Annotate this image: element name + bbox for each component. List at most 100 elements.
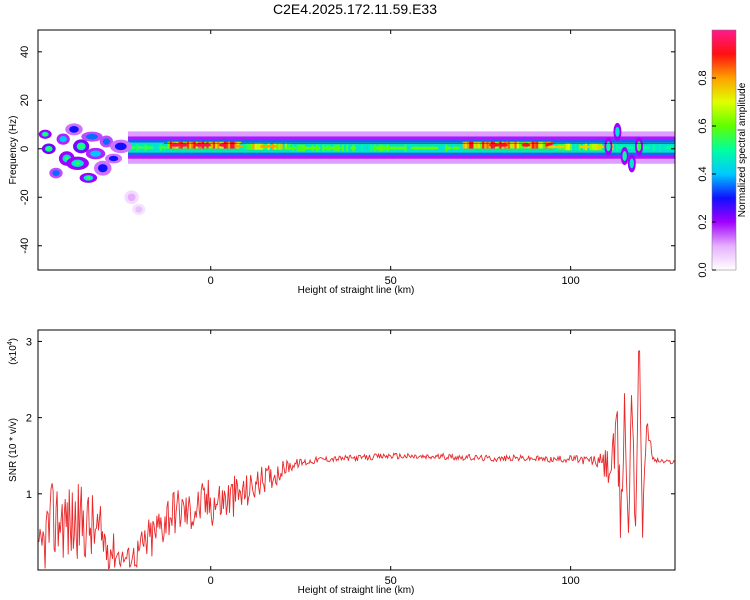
band-cell	[217, 141, 220, 149]
spectral-blob	[69, 126, 79, 133]
band-peak	[410, 146, 423, 150]
spike-core	[606, 141, 611, 152]
y-tick-label: 20	[19, 94, 31, 106]
band-cell	[215, 141, 218, 149]
spectral-blob-core	[79, 144, 84, 148]
snr-y-label: SNR (10 * v/v)	[8, 418, 19, 482]
band-cell	[508, 141, 511, 149]
spectral-blob	[135, 206, 143, 213]
spectrogram-frame	[37, 29, 676, 271]
spectral-blob-core	[43, 132, 48, 136]
y-tick-label: -20	[19, 189, 31, 205]
band-cell	[462, 141, 466, 149]
band-cell	[589, 143, 592, 151]
band-cell	[464, 141, 468, 149]
band-cell	[565, 143, 569, 151]
band-peak	[140, 145, 155, 150]
band-cell	[512, 141, 515, 149]
band-cell	[408, 144, 412, 152]
band-peak	[283, 146, 297, 150]
band-peak	[306, 146, 321, 150]
spike-core	[629, 158, 635, 169]
band-cell	[369, 144, 373, 152]
y-tick-label: 3	[26, 336, 32, 348]
band-cell	[361, 144, 364, 152]
x-tick-label: 100	[561, 275, 579, 287]
y-tick-label: 40	[19, 46, 31, 58]
band-peak	[350, 146, 357, 150]
band-cell	[529, 141, 533, 149]
band-cell	[438, 144, 442, 152]
snr-series-line	[38, 350, 675, 570]
y-tick-label: 1	[26, 489, 32, 501]
snr-frame	[37, 329, 676, 571]
band-cell	[613, 144, 617, 151]
band-cell	[473, 141, 476, 149]
band-peak	[625, 145, 634, 150]
colorbar-tick-label: 0.0	[697, 262, 709, 277]
band-cell	[252, 142, 255, 150]
band-cell	[469, 141, 472, 149]
band-cell	[484, 141, 487, 149]
band-cell	[322, 144, 325, 152]
colorbar: 0.0 0.2 0.4 0.6 0.8 Normalized spectral ampl…	[697, 29, 748, 278]
spectrogram-x-ticks: 0 50 100	[208, 30, 580, 287]
colorbar-gradient	[712, 30, 736, 270]
band-cell	[576, 143, 579, 151]
spectrogram-y-label: Frequency (Hz)	[8, 116, 19, 185]
band-cell	[167, 141, 171, 149]
band-cell	[471, 141, 474, 149]
spectral-blob	[97, 164, 108, 173]
band-peak	[425, 146, 440, 150]
band-cell	[654, 144, 658, 151]
band-cell	[475, 141, 479, 149]
spectral-blob	[102, 138, 111, 145]
band-peak	[265, 144, 278, 148]
band-cell	[466, 141, 470, 149]
band-cell	[232, 141, 235, 149]
band-cell	[365, 144, 368, 152]
band-cell	[346, 144, 349, 152]
spectral-blob	[59, 135, 67, 143]
spectral-blob-core	[86, 176, 91, 180]
band-cell	[538, 141, 541, 149]
band-cell	[486, 141, 489, 149]
band-peak	[452, 146, 461, 150]
band-cell	[243, 142, 247, 150]
band-cell	[225, 141, 229, 149]
band-cell	[348, 144, 351, 152]
spike-core	[615, 126, 620, 137]
colorbar-label: Normalized spectral amplitude	[737, 82, 748, 217]
band-peak	[578, 145, 590, 149]
spectral-blob	[114, 142, 127, 151]
band-cell	[212, 141, 216, 149]
band-cell	[278, 142, 281, 150]
band-cell	[663, 144, 666, 151]
x-tick-label: 0	[208, 575, 214, 587]
band-cell	[574, 143, 577, 151]
band-cell	[572, 143, 575, 151]
spectral-blob	[108, 155, 119, 162]
band-cell	[650, 144, 653, 151]
band-cell	[256, 142, 260, 150]
band-cell	[514, 141, 517, 149]
band-cell	[661, 144, 664, 151]
snr-x-label: Height of straight line (km)	[298, 585, 415, 596]
band-cell	[652, 144, 656, 151]
band-cell	[320, 144, 323, 152]
spectral-blob	[52, 170, 60, 176]
band-cell	[531, 141, 535, 149]
band-cell	[533, 141, 537, 149]
band-peak	[444, 146, 452, 150]
band-cell	[659, 144, 662, 151]
band-cell	[250, 142, 253, 150]
band-cell	[276, 142, 279, 150]
spectral-blob	[127, 193, 136, 202]
band-cell	[367, 144, 371, 152]
band-cell	[234, 141, 237, 149]
x-tick-label: 100	[561, 575, 579, 587]
band-cell	[615, 144, 619, 151]
x-tick-label: 50	[385, 575, 397, 587]
band-cell	[518, 141, 522, 149]
band-cell	[441, 144, 444, 152]
